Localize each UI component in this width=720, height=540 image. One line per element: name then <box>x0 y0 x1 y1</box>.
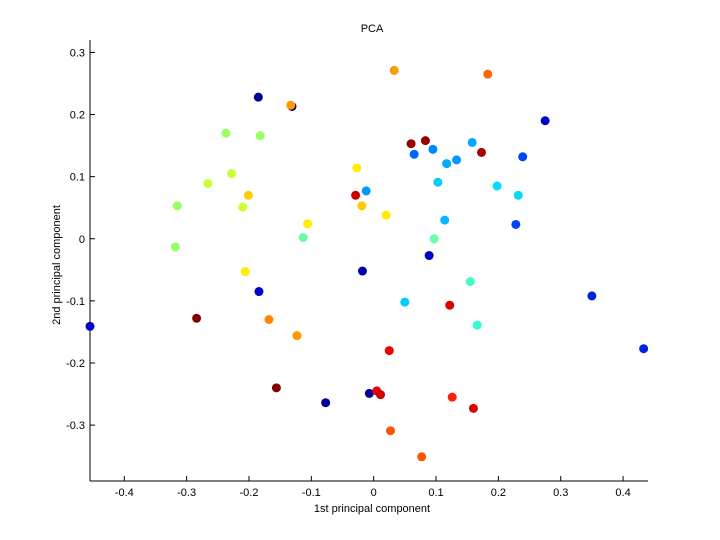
scatter-point <box>321 398 331 408</box>
scatter-point <box>424 251 434 261</box>
x-axis-title: 1st principal component <box>314 503 430 515</box>
scatter-point <box>447 392 457 402</box>
scatter-point <box>357 201 367 211</box>
scatter-point <box>518 152 528 162</box>
scatter-point <box>351 190 361 200</box>
scatter-point <box>253 92 263 102</box>
scatter-point <box>381 210 391 220</box>
x-tick-label: 0 <box>371 487 377 499</box>
y-tick-label: 0 <box>79 234 85 246</box>
y-tick-label: -0.2 <box>66 358 85 370</box>
y-tick-label: 0.1 <box>70 172 85 184</box>
chart-title: PCA <box>361 23 384 35</box>
x-tick-label: -0.2 <box>239 487 258 499</box>
scatter-point <box>587 291 597 301</box>
scatter-point <box>192 313 202 323</box>
scatter-point <box>298 233 308 243</box>
scatter-point <box>254 287 264 297</box>
scatter-point <box>429 234 439 244</box>
scatter-point <box>420 136 430 146</box>
scatter-point <box>357 266 367 276</box>
scatter-point <box>465 277 475 287</box>
scatter-point <box>292 331 302 341</box>
scatter-point <box>203 178 213 188</box>
x-tick-label: 0.4 <box>615 487 630 499</box>
y-axis-title: 2nd principal component <box>51 205 63 325</box>
scatter-point <box>376 390 386 400</box>
scatter-point <box>361 186 371 196</box>
scatter-point <box>389 65 399 75</box>
y-axis-ticks: -0.3 -0.2 -0.1 0 0.1 0.2 0.3 <box>66 47 95 432</box>
scatter-point <box>240 267 250 277</box>
scatter-point <box>221 128 231 138</box>
scatter-point <box>386 426 396 436</box>
scatter-point <box>172 201 182 211</box>
scatter-point <box>472 320 482 330</box>
x-tick-label: 0.1 <box>428 487 443 499</box>
scatter-point <box>85 321 95 331</box>
y-tick-label: -0.1 <box>66 296 85 308</box>
scatter-point <box>264 315 274 325</box>
scatter-point <box>303 219 313 229</box>
x-tick-label: -0.4 <box>115 487 134 499</box>
x-tick-label: 0.3 <box>553 487 568 499</box>
scatter-point <box>417 452 427 462</box>
scatter-point <box>477 147 487 157</box>
scatter-point <box>445 300 455 310</box>
scatter-point <box>384 346 394 356</box>
x-tick-label: -0.3 <box>177 487 196 499</box>
x-tick-label: 0.2 <box>491 487 506 499</box>
scatter-point <box>511 219 521 229</box>
scatter-point <box>442 159 452 169</box>
data-points <box>85 65 649 462</box>
scatter-point <box>639 344 649 354</box>
scatter-point <box>406 139 416 149</box>
scatter-point <box>170 242 180 252</box>
scatter-point <box>238 202 248 212</box>
x-axis-ticks: -0.4 -0.3 -0.2 -0.1 0 0.1 0.2 0.3 0.4 <box>115 476 631 499</box>
scatter-point <box>286 100 296 110</box>
scatter-point <box>433 177 443 187</box>
scatter-point <box>400 297 410 307</box>
scatter-point <box>428 144 438 154</box>
scatter-point <box>492 181 502 191</box>
x-tick-label: -0.1 <box>302 487 321 499</box>
scatter-point <box>468 403 478 413</box>
scatter-point <box>271 383 281 393</box>
y-tick-label: 0.2 <box>70 110 85 122</box>
y-tick-label: -0.3 <box>66 420 85 432</box>
scatter-point <box>352 163 362 173</box>
scatter-point <box>243 190 253 200</box>
scatter-point <box>255 131 265 141</box>
scatter-point <box>513 190 523 200</box>
scatter-point <box>483 69 493 79</box>
scatter-point <box>364 388 374 398</box>
y-tick-label: 0.3 <box>70 47 85 59</box>
scatter-point <box>440 215 450 225</box>
scatter-point <box>467 137 477 147</box>
plot-area <box>90 40 648 481</box>
scatter-point <box>409 149 419 159</box>
scatter-point <box>227 169 237 179</box>
scatter-point <box>452 155 462 165</box>
scatter-point <box>540 116 550 126</box>
